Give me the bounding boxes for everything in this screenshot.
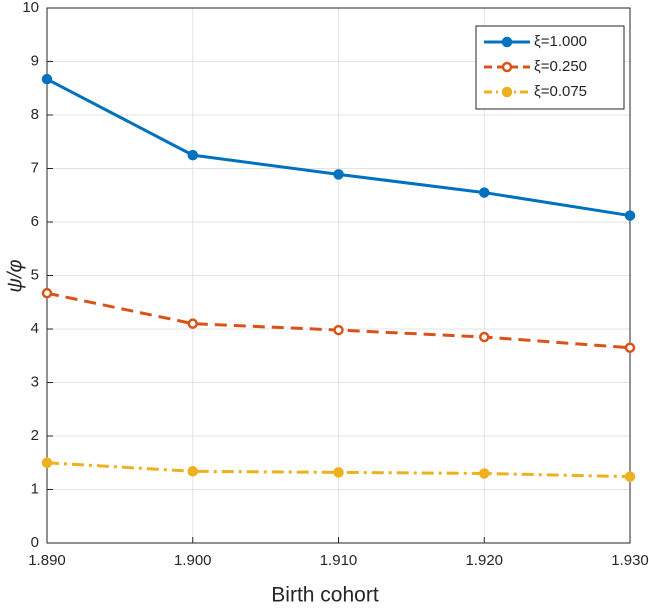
legend: ξ=1.000 ξ=0.250 ξ=0.075 <box>475 25 625 110</box>
data-point <box>41 287 53 299</box>
x-tick-label: 1.900 <box>174 552 212 569</box>
y-tick-label: 1 <box>31 480 39 497</box>
data-point <box>187 318 198 329</box>
data-point <box>624 471 636 482</box>
series-line <box>46 461 631 479</box>
x-axis-label: Birth cohort <box>271 584 379 607</box>
y-tick-label: 2 <box>31 427 39 444</box>
x-tick-label: 1.910 <box>320 552 358 569</box>
data-point <box>479 468 490 479</box>
data-point <box>479 331 490 343</box>
data-point <box>187 149 198 161</box>
data-point <box>187 466 198 477</box>
data-point <box>333 324 344 336</box>
x-tick-label: 1.930 <box>611 552 649 569</box>
data-point <box>333 169 344 180</box>
data-point <box>333 467 344 478</box>
data-point <box>41 73 53 85</box>
y-tick-label: 4 <box>31 320 39 337</box>
y-tick-label: 3 <box>31 373 39 390</box>
legend-label: ξ=0.075 <box>534 83 587 100</box>
legend-marker <box>501 86 513 98</box>
y-tick-label: 10 <box>22 0 39 16</box>
y-tick-label: 9 <box>31 52 39 69</box>
legend-label: ξ=1.000 <box>534 33 587 50</box>
x-tick-label: 1.890 <box>28 552 66 569</box>
y-tick-label: 0 <box>31 534 39 551</box>
legend-marker <box>501 36 513 48</box>
legend-label: ξ=0.250 <box>534 58 587 75</box>
x-tick-label: 1.920 <box>465 552 503 569</box>
data-point <box>624 342 636 353</box>
legend-box <box>475 25 625 110</box>
plot-frame <box>46 7 631 544</box>
data-point <box>479 187 490 198</box>
data-point <box>624 210 636 221</box>
data-point <box>41 457 53 468</box>
y-tick-label: 7 <box>31 159 39 176</box>
y-axis-label: ψ/φ <box>4 259 26 292</box>
y-tick-label: 8 <box>31 106 39 123</box>
legend-marker <box>501 61 513 73</box>
y-tick-label: 5 <box>31 266 39 283</box>
y-tick-label: 6 <box>31 213 39 230</box>
